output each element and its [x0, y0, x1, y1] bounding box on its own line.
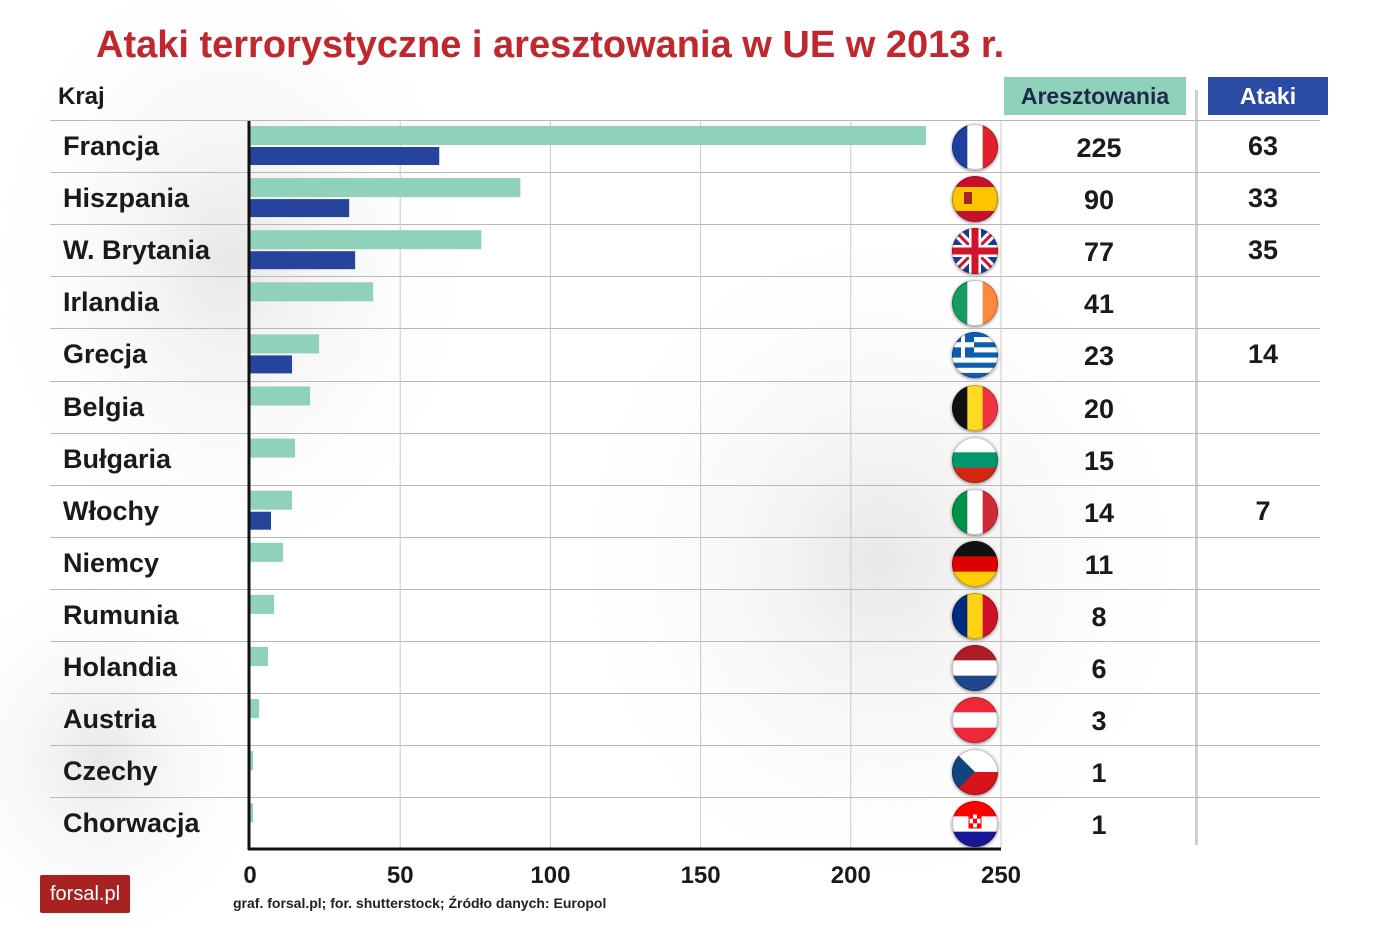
attacks-value: 7	[1255, 495, 1271, 526]
bar-attacks	[250, 147, 440, 165]
country-label: Chorwacja	[63, 808, 200, 839]
country-label: Francja	[63, 131, 160, 161]
flag-it-icon	[952, 488, 998, 535]
row-divider	[50, 745, 1320, 747]
country-label: Irlandia	[63, 287, 160, 318]
arrests-value: 23	[1083, 341, 1115, 372]
bar-arrests	[250, 178, 521, 198]
arrests-value: 41	[1083, 289, 1115, 320]
row-divider	[50, 224, 1320, 226]
bar-arrests	[250, 386, 311, 406]
x-tick-label: 250	[981, 862, 1021, 889]
row-divider	[50, 328, 1320, 330]
flag-es-icon	[952, 176, 998, 223]
arrests-value: 14	[1083, 497, 1115, 528]
row-divider	[50, 380, 1320, 382]
arrests-value: 1	[1091, 810, 1107, 841]
source-note: graf. forsal.pl; for. shutterstock; Źród…	[233, 895, 607, 911]
country-label: Austria	[63, 704, 157, 735]
arrests-value: 225	[1076, 133, 1122, 163]
brand-logo: forsal.pl	[40, 875, 130, 913]
row-divider	[50, 120, 1320, 121]
country-label: Belgia	[63, 391, 145, 422]
bar-arrests	[250, 230, 482, 250]
flag-gr-icon	[952, 332, 998, 379]
x-tick-label: 50	[387, 862, 414, 889]
country-label: Bułgaria	[63, 443, 172, 474]
attacks-value: 14	[1247, 339, 1279, 370]
flag-at-icon	[952, 697, 998, 744]
row-divider	[50, 484, 1320, 486]
arrests-value: 90	[1083, 185, 1115, 216]
arrests-value: 8	[1091, 601, 1107, 632]
bar-attacks	[250, 355, 293, 374]
bar-arrests	[250, 699, 260, 719]
x-tick-label: 100	[530, 862, 570, 889]
bar-arrests	[250, 282, 374, 302]
country-label: Niemcy	[63, 547, 160, 578]
bar-arrests	[250, 334, 320, 354]
bar-arrests	[250, 751, 254, 771]
arrests-column-header: Aresztowania	[1004, 77, 1186, 115]
arrests-value: 15	[1083, 445, 1115, 476]
x-tick-label: 200	[831, 862, 871, 889]
row-divider	[50, 641, 1320, 642]
bar-arrests	[250, 126, 926, 145]
arrests-value: 77	[1083, 237, 1115, 268]
country-label: Holandia	[63, 652, 178, 682]
x-tick-label: 0	[243, 862, 256, 889]
country-label: Czechy	[63, 756, 158, 787]
row-divider	[50, 172, 1320, 174]
bar-attacks	[250, 511, 272, 530]
flag-de-icon	[952, 540, 998, 587]
flag-ie-icon	[952, 280, 998, 327]
bar-arrests	[250, 542, 284, 562]
x-tick-label: 150	[681, 862, 721, 889]
chart-title: Ataki terrorystyczne i aresztowania w UE…	[96, 24, 1005, 66]
arrests-value: 1	[1091, 758, 1107, 789]
row-divider	[50, 797, 1320, 799]
column-separator	[1195, 90, 1198, 845]
bar-arrests	[250, 803, 254, 823]
arrests-value: 20	[1083, 393, 1115, 424]
bar-arrests	[250, 490, 293, 510]
bar-arrests	[250, 647, 269, 666]
arrests-value: 3	[1091, 706, 1107, 737]
arrests-value: 11	[1084, 549, 1114, 580]
bar-arrests	[250, 438, 296, 458]
flag-be-icon	[952, 384, 998, 431]
country-label: Grecja	[63, 339, 148, 370]
flag-fr-icon	[952, 124, 998, 170]
country-label: Rumunia	[63, 599, 179, 630]
flag-ro-icon	[952, 592, 998, 639]
bar-attacks	[250, 199, 350, 218]
country-column-header: Kraj	[58, 83, 105, 110]
row-divider	[50, 276, 1320, 278]
country-label: Włochy	[63, 495, 160, 526]
bar-attacks	[250, 251, 356, 270]
flag-hr-icon	[952, 801, 998, 848]
attacks-value: 33	[1247, 183, 1279, 214]
country-label: W. Brytania	[63, 235, 211, 266]
row-divider	[50, 536, 1320, 538]
bar-arrests	[250, 594, 275, 614]
attacks-column-header: Ataki	[1208, 77, 1328, 115]
row-divider	[50, 432, 1320, 434]
row-divider	[50, 588, 1320, 590]
flag-cz-icon	[952, 749, 998, 796]
attacks-value: 35	[1247, 235, 1279, 266]
flag-nl-icon	[952, 645, 998, 691]
attacks-value: 63	[1247, 131, 1279, 161]
row-divider	[50, 693, 1320, 695]
flag-bg-icon	[952, 436, 998, 483]
country-label: Hiszpania	[63, 183, 190, 214]
arrests-value: 6	[1091, 654, 1107, 684]
